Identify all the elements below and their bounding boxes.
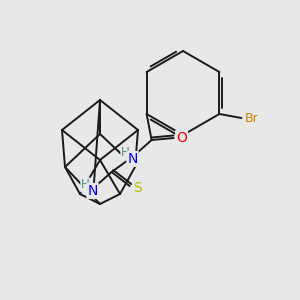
Text: H: H: [81, 178, 90, 191]
Text: H: H: [121, 146, 130, 160]
Text: N: N: [128, 152, 138, 166]
Text: O: O: [176, 131, 187, 145]
Text: N: N: [87, 184, 98, 198]
Text: S: S: [133, 181, 142, 195]
Text: Br: Br: [244, 112, 258, 125]
